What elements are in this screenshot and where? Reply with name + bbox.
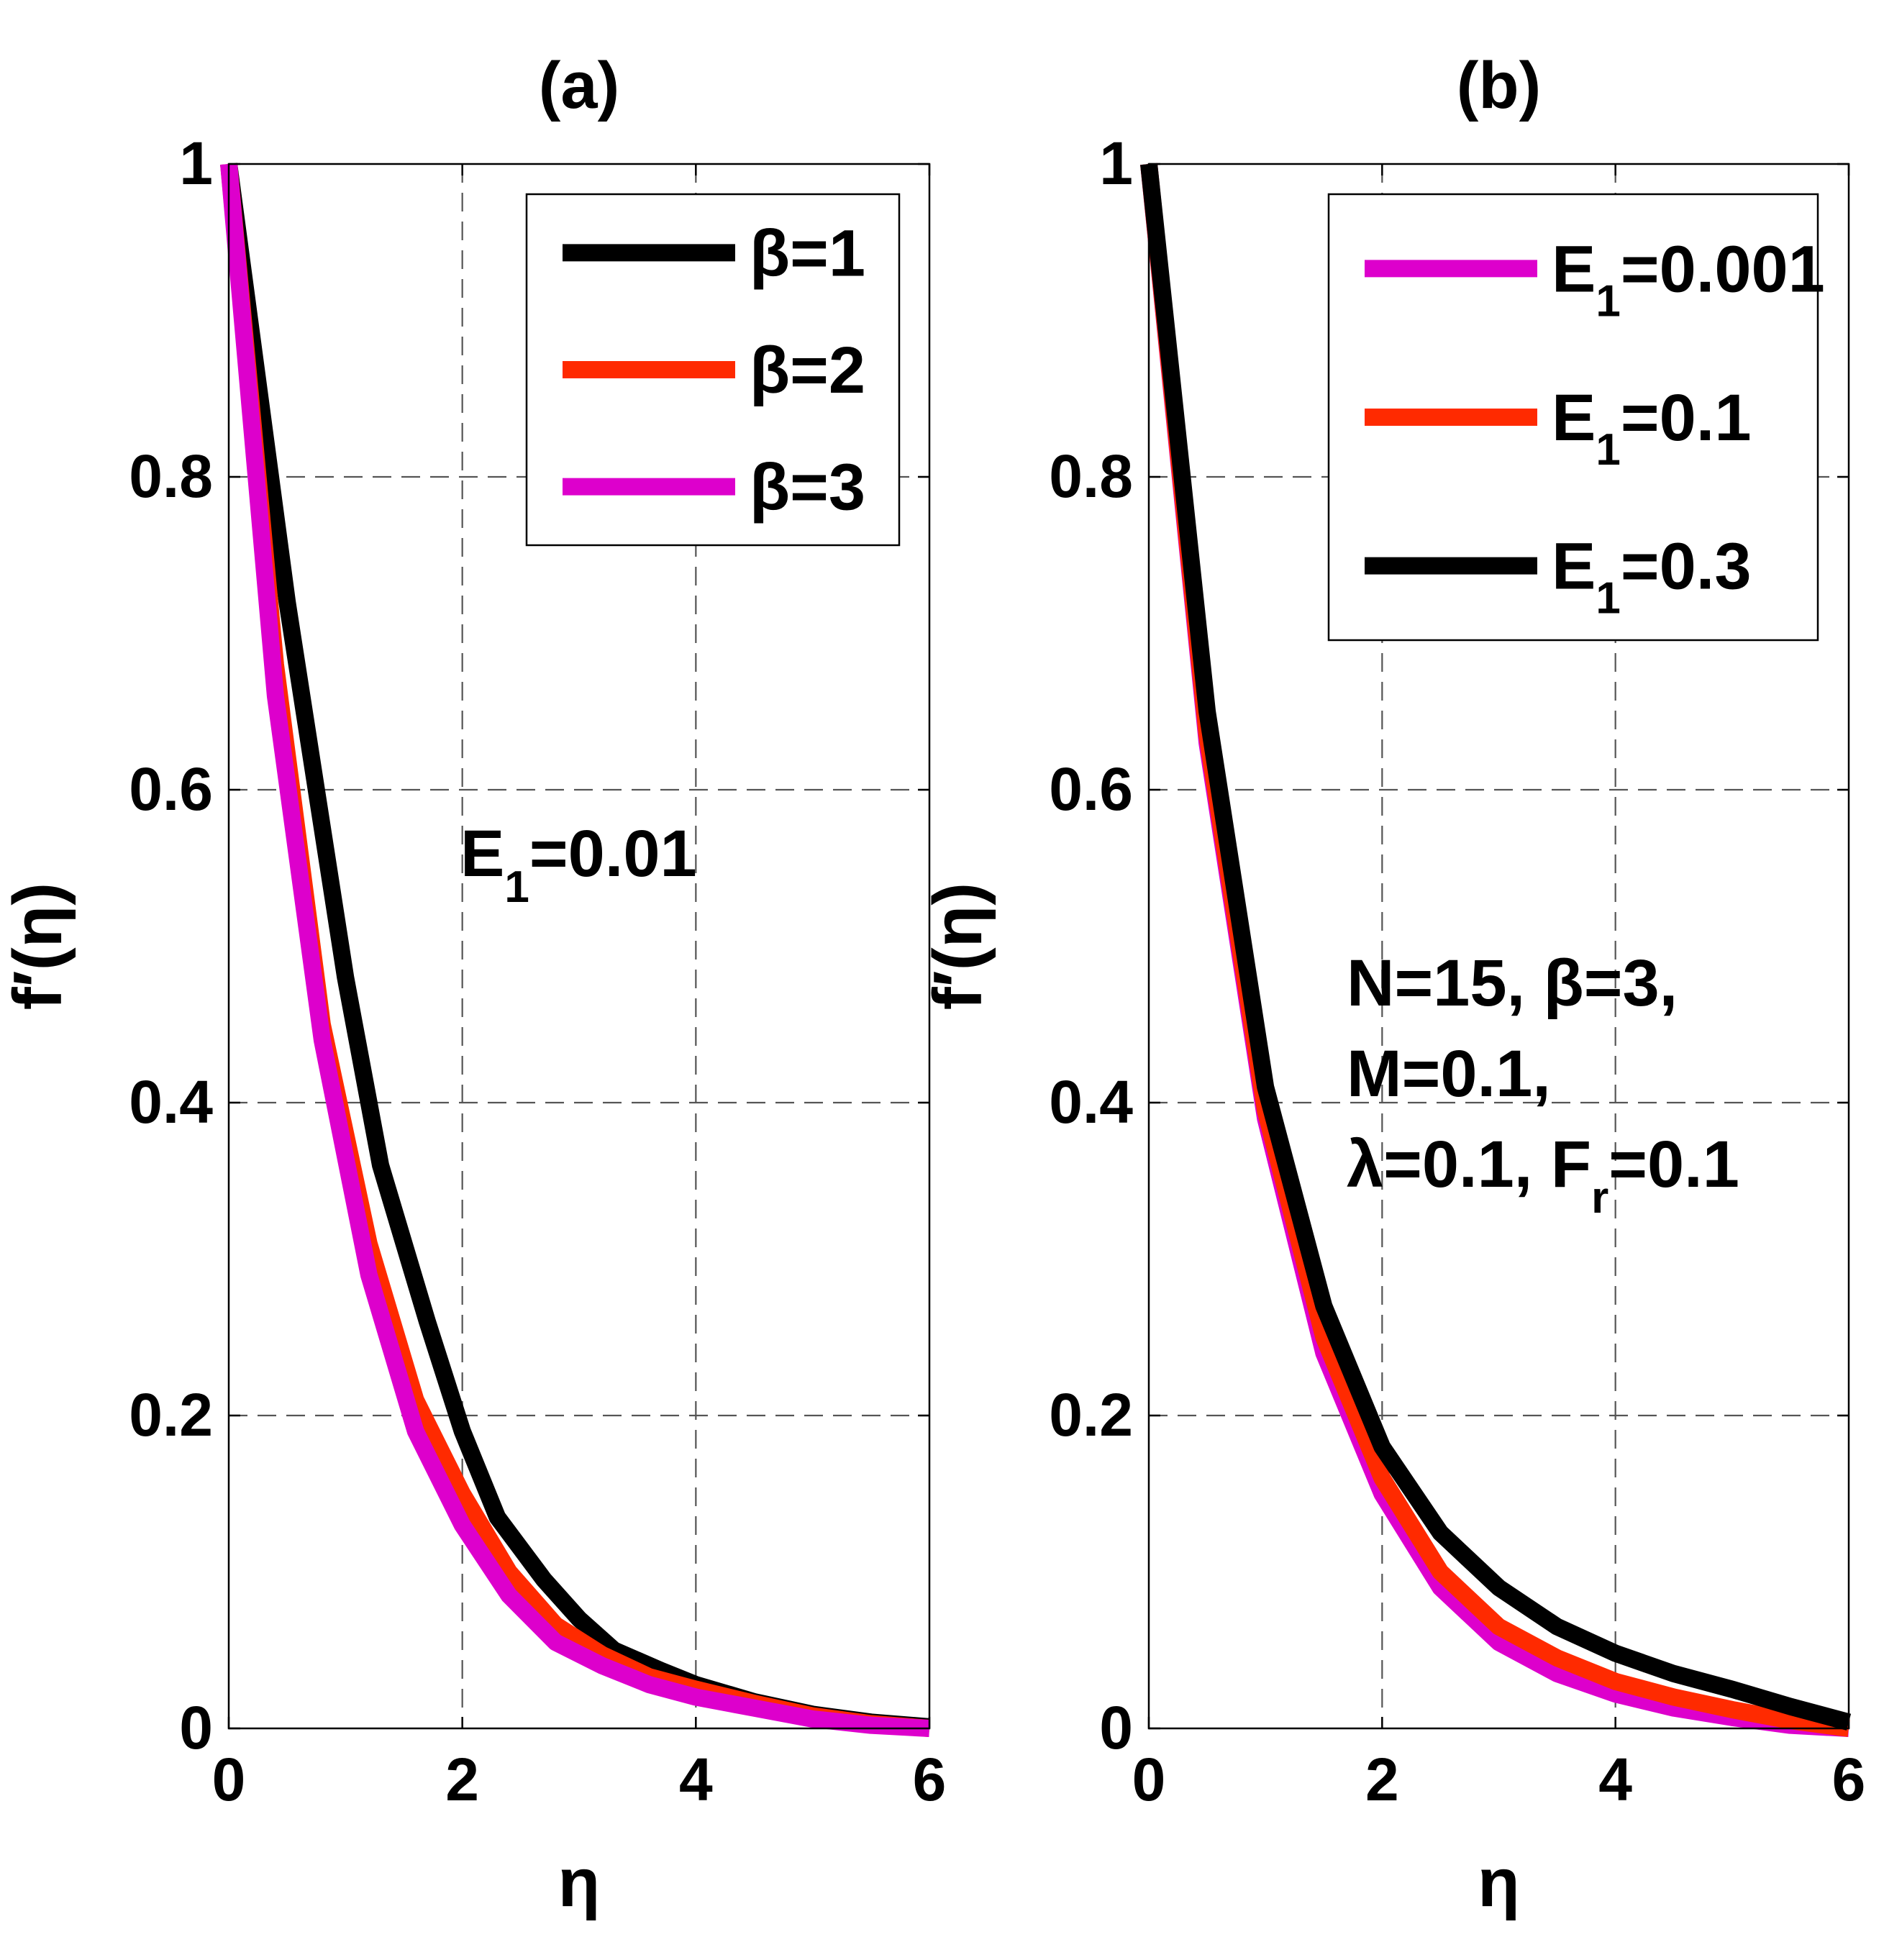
y-tick-label: 0.8 xyxy=(129,442,213,510)
y-tick-label: 1 xyxy=(179,129,213,197)
legend: β=1 β=2 β=3 xyxy=(525,193,901,547)
legend-label-1: β=1 xyxy=(750,216,865,290)
legend-label-1: E1=0.001 xyxy=(1552,232,1825,326)
series-line-3 xyxy=(1140,163,1852,1731)
legend-label-3: E1=0.3 xyxy=(1552,530,1751,624)
legend-label-2: β=2 xyxy=(750,334,865,407)
legend-label-3: β=3 xyxy=(750,451,865,524)
panel-b: 0 2 4 600.20.40.60.81(b)ηf′(η)E1=0.001E1=0.… xyxy=(919,49,1865,1921)
y-tick-label: 0.2 xyxy=(129,1381,213,1449)
chart-title: (b) xyxy=(1457,49,1541,122)
annotation-line-2: M=0.1, xyxy=(1347,1037,1551,1111)
annotation-line-1: N=15, β=3, xyxy=(1347,947,1678,1020)
annotation-line-1: E1=0.01 xyxy=(460,817,697,912)
y-tick-label: 0.2 xyxy=(1049,1381,1133,1449)
y-tick-label: 0.6 xyxy=(129,755,213,823)
y-tick-label: 1 xyxy=(1099,129,1133,197)
x-tick-label: 0 xyxy=(212,1746,246,1813)
series-line-3 xyxy=(220,163,930,1737)
y-tick-label: 0.6 xyxy=(1049,755,1133,823)
x-tick-label: 4 xyxy=(1598,1746,1632,1813)
x-tick-label: 6 xyxy=(1832,1746,1866,1813)
y-tick-label: 0.8 xyxy=(1049,442,1133,510)
x-tick-label: 2 xyxy=(1365,1746,1399,1813)
legend-label-2: E1=0.1 xyxy=(1552,381,1751,475)
annotation-line-3: λ=0.1, Fr=0.1 xyxy=(1347,1128,1739,1223)
x-axis-label: η xyxy=(558,1844,601,1921)
x-tick-label: 2 xyxy=(445,1746,479,1813)
x-tick-label: 4 xyxy=(679,1746,713,1813)
y-axis-label: f′(η) xyxy=(0,883,76,1011)
x-tick-label: 0 xyxy=(1132,1746,1166,1813)
y-axis-label: f′(η) xyxy=(919,883,996,1011)
panel-a: 0 2 4 6 0 0.2 0.4 0.6 0.8 1 (a) η f′(η) β=1 β=2 β=3 E1=0… xyxy=(0,49,946,1921)
y-tick-label: 0.4 xyxy=(1049,1068,1133,1136)
y-tick-label: 0 xyxy=(1099,1694,1133,1761)
axes-frame xyxy=(227,163,931,1730)
axes-frame xyxy=(1147,163,1850,1730)
x-tick-label: 6 xyxy=(913,1746,947,1813)
y-tick-label: 0 xyxy=(179,1694,213,1761)
x-axis-label: η xyxy=(1478,1844,1520,1921)
legend: E1=0.001 E1=0.1 E1=0.3 xyxy=(1327,193,1825,642)
chart-title: (a) xyxy=(539,49,619,122)
y-tick-label: 0.4 xyxy=(129,1068,213,1136)
